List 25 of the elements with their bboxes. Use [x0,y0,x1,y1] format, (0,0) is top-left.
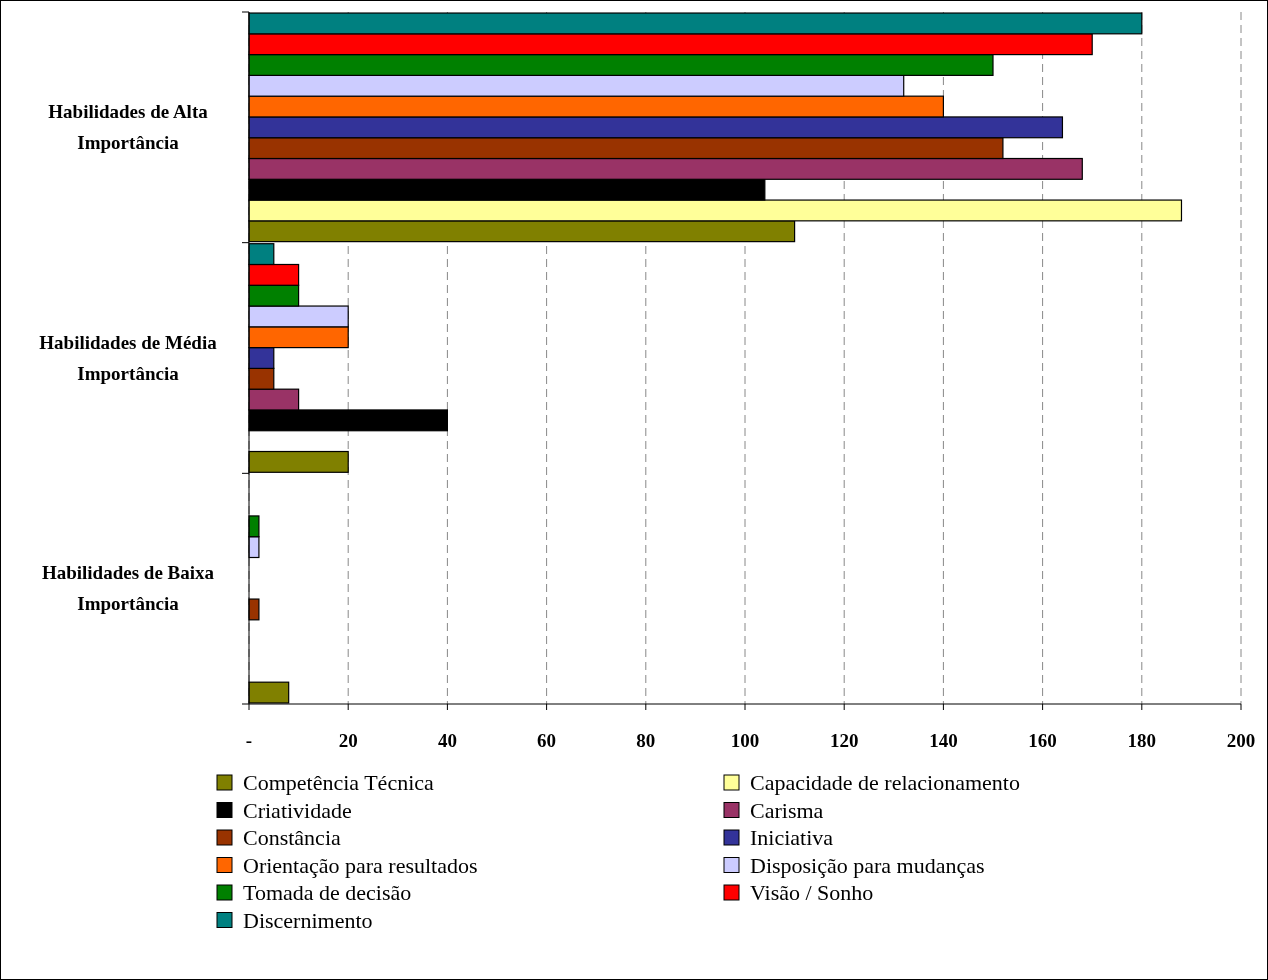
legend-label: Visão / Sonho [750,880,874,905]
legend-label: Disposição para mudanças [750,852,985,878]
legend-label: Constância [243,825,341,850]
x-tick-label: 100 [730,730,760,751]
y-tick-label: Habilidades de Baixa Importância [41,562,215,615]
legend-label: Orientação para resultados [243,852,478,878]
x-tick-label: 200 [1226,730,1256,751]
legend-label: Capacidade de relacionamento [750,770,1020,795]
legend-label: Tomada de decisão [243,880,412,905]
x-tick-label: 80 [636,730,656,751]
x-tick-label: 180 [1127,730,1157,751]
x-tick-label: 120 [829,730,859,751]
legend-label: Carisma [750,797,824,823]
legend-label: Criatividade [243,797,352,823]
y-tick-label: Habilidades de Média Importância [39,331,218,384]
x-tick-label: 40 [437,730,457,751]
legend-label: Discernimento [243,907,373,933]
legend-label: Competência Técnica [243,770,435,795]
x-tick-label: 160 [1028,730,1057,751]
y-tick-label: Habilidades de Alta Importância [48,100,209,153]
legend-label: Iniciativa [750,825,834,850]
x-tick-label: 140 [929,730,958,751]
x-tick-label: 20 [338,730,358,751]
x-tick-label: 60 [537,730,557,751]
x-tick-label: - [245,730,253,751]
